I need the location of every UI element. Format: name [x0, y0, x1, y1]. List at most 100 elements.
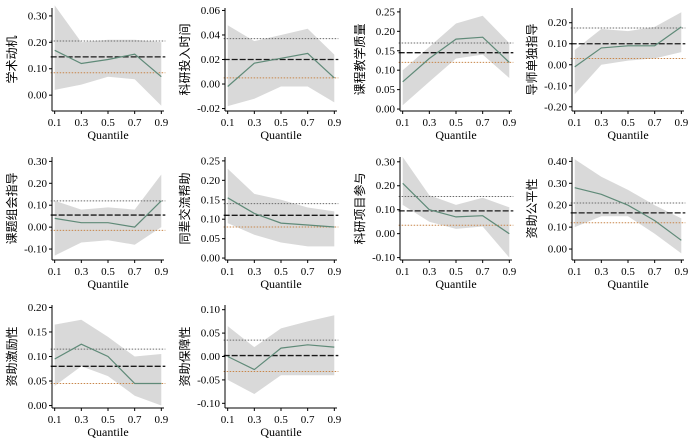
- y-axis-title: 资助公平性: [525, 178, 539, 238]
- x-tick-label: 0.5: [101, 266, 115, 278]
- y-tick-label: 0.25: [376, 6, 396, 18]
- y-tick-label: 0.10: [548, 38, 568, 50]
- x-tick-label: 0.9: [674, 266, 688, 278]
- y-tick-label: 0.30: [548, 178, 568, 190]
- x-tick-label: 0.9: [154, 117, 168, 129]
- y-tick-label: 0.15: [28, 326, 48, 338]
- x-tick-label: 0.7: [128, 414, 142, 426]
- x-tick-label: 0.3: [247, 117, 261, 129]
- chart-panel-1: 0.00 0.10 0.20 0.30 0.1 0.3 0.5 0.7 0.9 Quantile 学…: [4, 5, 169, 142]
- y-tick-label: 0.10: [201, 214, 221, 226]
- y-tick-label: 0.30: [28, 156, 48, 168]
- y-tick-label: 0.10: [28, 200, 48, 212]
- y-tick-label: 0.00: [201, 79, 221, 91]
- y-tick-label: 0.15: [201, 194, 221, 206]
- y-tick-label: 0.10: [28, 63, 48, 75]
- y-tick-label: -0.10: [372, 252, 395, 264]
- confidence-band: [402, 157, 510, 258]
- x-tick-label: 0.1: [48, 266, 62, 278]
- y-axis-title: 课程教学质量: [352, 23, 367, 95]
- x-axis-title: Quantile: [260, 277, 301, 291]
- x-tick-label: 0.3: [74, 414, 88, 426]
- x-tick-label: 0.9: [502, 266, 516, 278]
- y-tick-label: -0.10: [197, 398, 220, 410]
- y-tick-label: 0.40: [548, 156, 568, 168]
- y-tick-label: 0.04: [201, 29, 221, 41]
- y-tick-label: 0.30: [376, 156, 396, 168]
- x-tick-label: 0.7: [648, 266, 662, 278]
- x-tick-label: 0.5: [101, 414, 115, 426]
- y-axis-title: 科研投入时间: [177, 23, 192, 95]
- y-tick-label: 0.05: [376, 84, 396, 96]
- x-axis-title: Quantile: [607, 128, 648, 142]
- quantile-estimate-line: [402, 182, 510, 235]
- confidence-band: [574, 159, 682, 254]
- y-axis-title: 课题组会指导: [4, 172, 19, 244]
- quantile-estimate-line: [227, 52, 335, 87]
- x-tick-label: 0.1: [396, 117, 410, 129]
- y-tick-label: -0.10: [24, 244, 47, 256]
- y-tick-label: 0.06: [201, 5, 221, 17]
- x-axis-title: Quantile: [87, 128, 128, 142]
- quantile-estimate-line: [54, 343, 162, 385]
- x-tick-label: 0.9: [674, 117, 688, 129]
- x-tick-label: 0.1: [48, 117, 62, 129]
- x-tick-label: 0.1: [568, 266, 582, 278]
- x-tick-label: 0.5: [101, 117, 115, 129]
- x-tick-label: 0.7: [301, 117, 315, 129]
- y-tick-label: 0.00: [201, 351, 221, 363]
- x-tick-label: 0.5: [274, 266, 288, 278]
- chart-panel-10: -0.10 -0.05 0.00 0.05 0.10 0.1 0.3 0.5 0.7 0.9 Qua…: [177, 304, 342, 439]
- quantile-estimate-line: [54, 49, 162, 78]
- chart-panel-9: 0.00 0.05 0.10 0.15 0.20 0.1 0.3 0.5 0.7 0.9 Quant…: [5, 302, 169, 439]
- x-axis-title: Quantile: [260, 425, 301, 439]
- y-tick-label: 0.00: [376, 104, 396, 116]
- y-axis-title: 学术动机: [4, 35, 19, 83]
- confidence-band: [54, 319, 162, 406]
- y-tick-label: 0.00: [548, 244, 568, 256]
- x-axis-title: Quantile: [607, 277, 648, 291]
- x-tick-label: 0.5: [621, 266, 635, 278]
- y-tick-label: 0.10: [376, 204, 396, 216]
- confidence-band: [402, 15, 510, 106]
- x-tick-label: 0.3: [594, 266, 608, 278]
- chart-panel-4: -0.20 -0.10 0.00 0.10 0.20 0.1 0.3 0.5 0.7 0.9 Qua…: [524, 8, 689, 142]
- y-tick-label: -0.10: [544, 80, 567, 92]
- x-axis-title: Quantile: [435, 277, 476, 291]
- x-tick-label: 0.7: [476, 117, 490, 129]
- y-tick-label: 0.20: [376, 26, 396, 38]
- y-tick-label: 0.20: [548, 17, 568, 29]
- chart-panel-6: 0.00 0.05 0.10 0.15 0.20 0.25 0.1 0.3 0.5 0.7 0.9 Q…: [177, 155, 342, 291]
- confidence-band: [574, 12, 682, 95]
- x-tick-label: 0.9: [327, 266, 341, 278]
- x-axis-title: Quantile: [260, 128, 301, 142]
- y-axis-title: 资助保障性: [177, 326, 192, 386]
- x-axis-title: Quantile: [87, 277, 128, 291]
- x-tick-label: 0.5: [621, 117, 635, 129]
- x-tick-label: 0.3: [422, 117, 436, 129]
- quantile-estimate-line: [574, 187, 682, 241]
- quantile-estimate-line: [54, 200, 162, 228]
- x-tick-label: 0.9: [502, 117, 516, 129]
- x-tick-label: 0.3: [422, 266, 436, 278]
- quantile-estimate-line: [227, 344, 335, 371]
- y-tick-label: 0.25: [201, 155, 221, 167]
- y-tick-label: 0.15: [376, 45, 396, 57]
- x-tick-label: 0.7: [476, 266, 490, 278]
- y-tick-label: 0.30: [28, 10, 48, 22]
- y-tick-label: 0.00: [376, 228, 396, 240]
- x-tick-label: 0.9: [154, 414, 168, 426]
- y-tick-label: -0.20: [544, 101, 567, 113]
- confidence-band: [54, 5, 162, 106]
- y-tick-label: 0.05: [201, 233, 221, 245]
- x-axis-title: Quantile: [87, 425, 128, 439]
- quantile-estimate-line: [574, 26, 682, 68]
- y-tick-label: 0.05: [201, 328, 221, 340]
- y-tick-label: 0.10: [28, 351, 48, 363]
- y-tick-label: 0.00: [28, 222, 48, 234]
- y-tick-label: 0.05: [28, 376, 48, 388]
- y-axis-title: 导师单独指导: [524, 23, 539, 95]
- y-tick-label: 0.00: [201, 253, 221, 265]
- x-tick-label: 0.1: [568, 117, 582, 129]
